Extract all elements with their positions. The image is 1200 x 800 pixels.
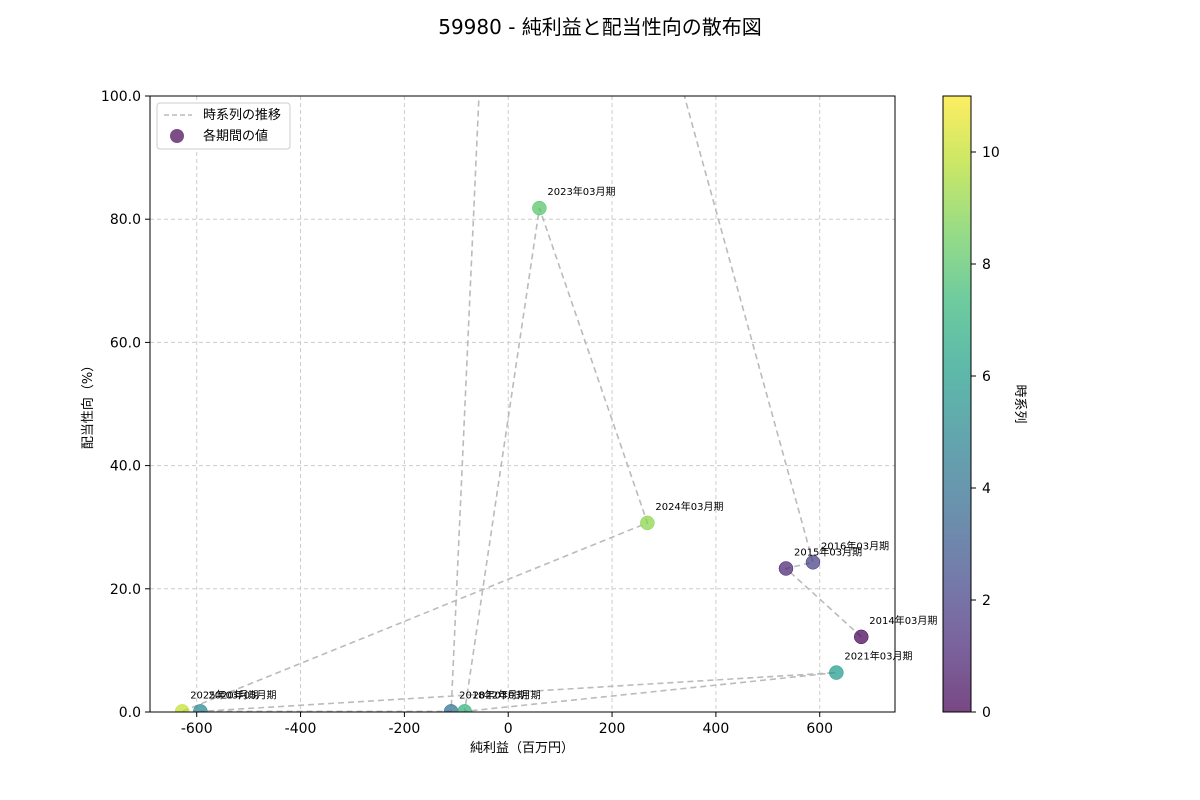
y-tick-label-5: 100.0 xyxy=(101,89,141,105)
y-axis-label: 配当性向（%） xyxy=(80,359,96,449)
x-tick-label-1: -400 xyxy=(285,721,317,737)
legend-line-label: 時系列の推移 xyxy=(203,108,281,123)
x-tick-label-5: 400 xyxy=(703,721,730,737)
colorbar-tick-label-2: 4 xyxy=(982,481,991,497)
colorbar-ticks: 0 2 4 6 8 10 xyxy=(971,145,1000,721)
colorbar-label: 時系列 xyxy=(1012,384,1027,423)
point-label-6: 2021年03月期 xyxy=(844,650,912,663)
point-label-7: 2022年03月期 xyxy=(473,688,541,701)
point-label-1: 2015年03月期 xyxy=(794,545,862,558)
colorbar: 0 2 4 6 8 10 時系列 xyxy=(942,95,1027,721)
legend-point-label: 各期間の値 xyxy=(203,128,268,144)
data-point-2 xyxy=(805,555,821,570)
y-tick-label-4: 80.0 xyxy=(110,212,141,228)
data-point-6 xyxy=(829,665,844,680)
point-label-5: 2020年03月期 xyxy=(208,688,276,701)
colorbar-tick-label-4: 8 xyxy=(982,257,991,273)
colorbar-tick-label-0: 0 xyxy=(982,705,991,721)
data-point-1 xyxy=(778,561,794,576)
y-tick-label-2: 40.0 xyxy=(110,459,141,475)
point-label-9: 2024年03月期 xyxy=(655,500,723,513)
point-label-10: 2025年03月期 xyxy=(190,688,258,701)
chart-title: 59980 - 純利益と配当性向の散布図 xyxy=(438,15,762,39)
x-tick-label-6: 600 xyxy=(806,721,833,737)
plot-frame xyxy=(149,95,896,713)
point-label-0: 2014年03月期 xyxy=(869,614,937,627)
point-label-8: 2023年03月期 xyxy=(547,185,615,198)
legend: 時系列の推移 各期間の値 xyxy=(156,102,291,150)
y-tick-label-3: 60.0 xyxy=(110,335,141,351)
colorbar-tick-label-3: 6 xyxy=(982,369,991,385)
x-axis-label: 純利益（百万円） xyxy=(470,741,574,756)
x-tick-label-4: 200 xyxy=(599,721,626,737)
data-point-5 xyxy=(193,704,208,712)
data-point-8 xyxy=(532,200,547,216)
colorbar-tick-label-1: 2 xyxy=(982,593,991,609)
legend-point-swatch xyxy=(170,129,184,143)
y-tick-label-0: 0.0 xyxy=(119,705,141,721)
x-tick-label-2: -200 xyxy=(388,721,420,737)
data-point-4 xyxy=(443,704,459,712)
colorbar-tick-label-5: 10 xyxy=(982,145,1000,161)
data-point-9 xyxy=(640,515,655,531)
data-point-7 xyxy=(457,704,472,712)
grid xyxy=(150,95,895,713)
x-axis-ticks: -600 -400 -200 0 200 400 600 xyxy=(181,712,833,737)
colorbar-gradient xyxy=(942,95,972,713)
point-label-4: 2018年03月期 xyxy=(459,688,527,701)
y-tick-label-1: 20.0 xyxy=(110,582,141,598)
data-point-10 xyxy=(174,704,190,712)
points-layer xyxy=(174,200,869,712)
x-tick-label-0: -600 xyxy=(181,721,213,737)
x-tick-label-3: 0 xyxy=(504,721,513,737)
point-label-2: 2016年03月期 xyxy=(821,539,889,552)
data-point-0 xyxy=(854,629,869,645)
y-axis-ticks: 0.0 20.0 40.0 60.0 80.0 100.0 xyxy=(101,89,150,721)
